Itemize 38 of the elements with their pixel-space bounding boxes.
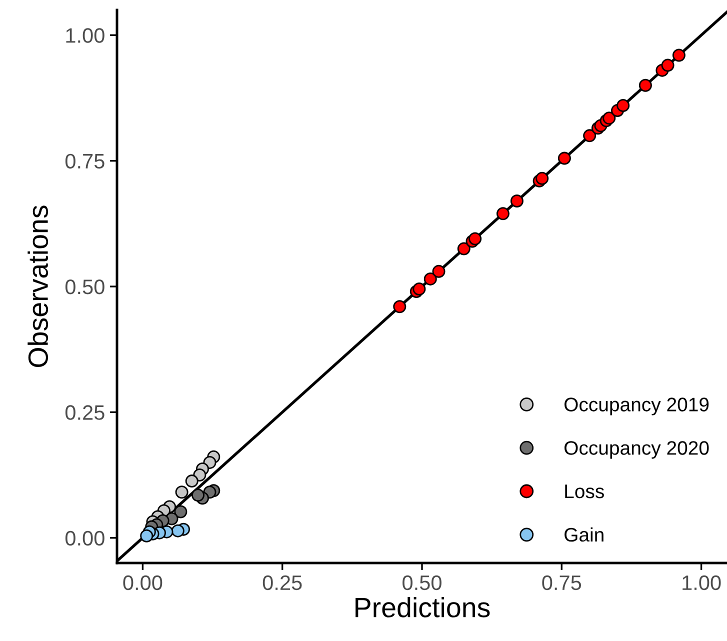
point <box>432 264 446 278</box>
y-axis-title: Observations <box>28 206 48 368</box>
y-tick-label: 1.00 <box>66 28 104 43</box>
point <box>412 282 426 296</box>
point <box>661 58 674 72</box>
point <box>424 272 437 286</box>
point <box>558 152 571 165</box>
legend-label: Occupancy 2019 <box>564 398 709 416</box>
point <box>616 99 630 112</box>
x-tick-label: 1.00 <box>682 575 721 590</box>
legend-label: Gain <box>564 527 604 542</box>
point <box>175 486 188 499</box>
legend-label: Occupancy 2020 <box>564 441 709 459</box>
y-tick-label: 0.25 <box>65 405 104 420</box>
x-tick-label: 0.75 <box>542 575 582 590</box>
y-tick-label: 0.50 <box>65 280 104 294</box>
point <box>174 505 188 518</box>
point <box>457 242 470 256</box>
x-axis-title: Predictions <box>356 597 490 618</box>
point <box>171 524 184 538</box>
x-tick-label: 0.00 <box>123 575 162 590</box>
point <box>185 474 198 488</box>
point <box>638 78 652 92</box>
legend-label: Loss <box>565 484 604 498</box>
x-tick-label: 0.50 <box>402 575 442 590</box>
y-tick-label: 0.00 <box>65 530 104 546</box>
x-tick-label: 0.25 <box>262 575 302 590</box>
point <box>140 529 154 542</box>
point <box>602 112 616 125</box>
point <box>510 194 524 208</box>
point <box>496 207 510 220</box>
point <box>191 488 205 502</box>
point <box>468 232 482 246</box>
point <box>583 129 596 142</box>
y-tick-label: 0.75 <box>65 154 104 169</box>
point <box>672 48 686 62</box>
point <box>393 300 406 314</box>
point <box>536 172 549 185</box>
